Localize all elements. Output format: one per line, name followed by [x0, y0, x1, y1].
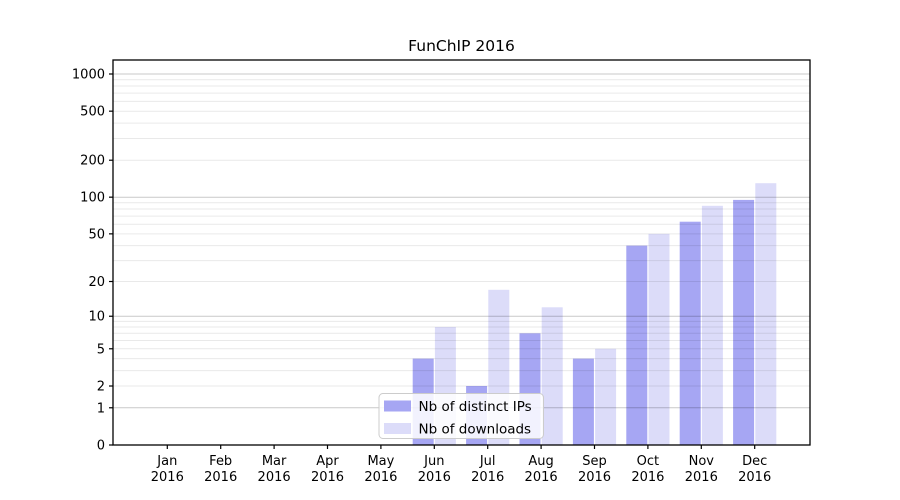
- x-tick-label-month: Nov: [689, 454, 715, 469]
- y-tick-label: 1000: [72, 68, 105, 83]
- bar-ips-sep: [572, 358, 594, 445]
- x-tick-label-year: 2016: [738, 470, 771, 485]
- x-tick-label-month: Sep: [582, 454, 607, 469]
- x-tick-label-month: Aug: [528, 454, 553, 469]
- x-tick-label-year: 2016: [418, 470, 451, 485]
- x-tick-label-year: 2016: [258, 470, 291, 485]
- x-tick-label-year: 2016: [204, 470, 237, 485]
- x-tick-label-month: Apr: [316, 454, 339, 469]
- x-tick-label-month: Jan: [156, 454, 177, 469]
- legend-swatch-ips: [384, 400, 411, 412]
- x-tick-label-year: 2016: [311, 470, 344, 485]
- x-tick-label-month: Jul: [479, 454, 496, 469]
- plot-frame: [112, 59, 811, 446]
- bar-downloads-nov: [701, 205, 723, 445]
- y-axis: 0 1 2 5 10 20 50 100 200 500 1000: [72, 68, 113, 454]
- bar-ips-dec: [733, 199, 755, 445]
- x-tick-label-year: 2016: [631, 470, 664, 485]
- x-tick-label-year: 2016: [578, 470, 611, 485]
- bar-downloads-sep: [595, 348, 617, 445]
- legend-box: [378, 393, 544, 439]
- y-tick-label: 20: [88, 275, 105, 290]
- gridlines-layer: [113, 73, 810, 409]
- bar-downloads-dec: [755, 183, 777, 445]
- y-tick-label: 0: [97, 439, 105, 454]
- bar-downloads-aug: [541, 307, 563, 445]
- x-tick-label-year: 2016: [685, 470, 718, 485]
- bar-ips-nov: [679, 221, 701, 445]
- legend-label-ips: Nb of distinct IPs: [419, 399, 532, 415]
- x-tick-label-month: Feb: [209, 454, 232, 469]
- bars-layer: [412, 183, 777, 445]
- bar-ips-oct: [626, 245, 648, 445]
- legend-label-downloads: Nb of downloads: [419, 422, 532, 438]
- chart-title: FunChIP 2016: [408, 37, 515, 55]
- x-tick-label-month: May: [367, 454, 394, 469]
- legend-swatch-downloads: [384, 423, 411, 434]
- y-tick-label: 50: [88, 227, 105, 242]
- bar-downloads-oct: [648, 233, 670, 445]
- x-axis: Jan2016Feb2016Mar2016Apr2016May2016Jun20…: [151, 445, 771, 485]
- x-tick-label-year: 2016: [525, 470, 558, 485]
- legend: Nb of distinct IPs Nb of downloads: [378, 393, 544, 439]
- x-tick-label-year: 2016: [151, 470, 184, 485]
- x-tick-label-month: Mar: [262, 454, 287, 469]
- x-tick-label-year: 2016: [471, 470, 504, 485]
- y-tick-label: 1: [97, 401, 105, 416]
- y-tick-label: 10: [88, 310, 105, 325]
- x-tick-label-year: 2016: [364, 470, 397, 485]
- y-tick-label: 500: [80, 105, 105, 120]
- x-tick-label-month: Oct: [637, 454, 659, 469]
- y-tick-label: 100: [80, 191, 105, 206]
- y-tick-label: 5: [97, 342, 105, 357]
- y-tick-label: 2: [97, 380, 105, 395]
- y-tick-label: 200: [80, 154, 105, 169]
- x-tick-label-month: Dec: [742, 454, 767, 469]
- x-tick-label-month: Jun: [423, 454, 444, 469]
